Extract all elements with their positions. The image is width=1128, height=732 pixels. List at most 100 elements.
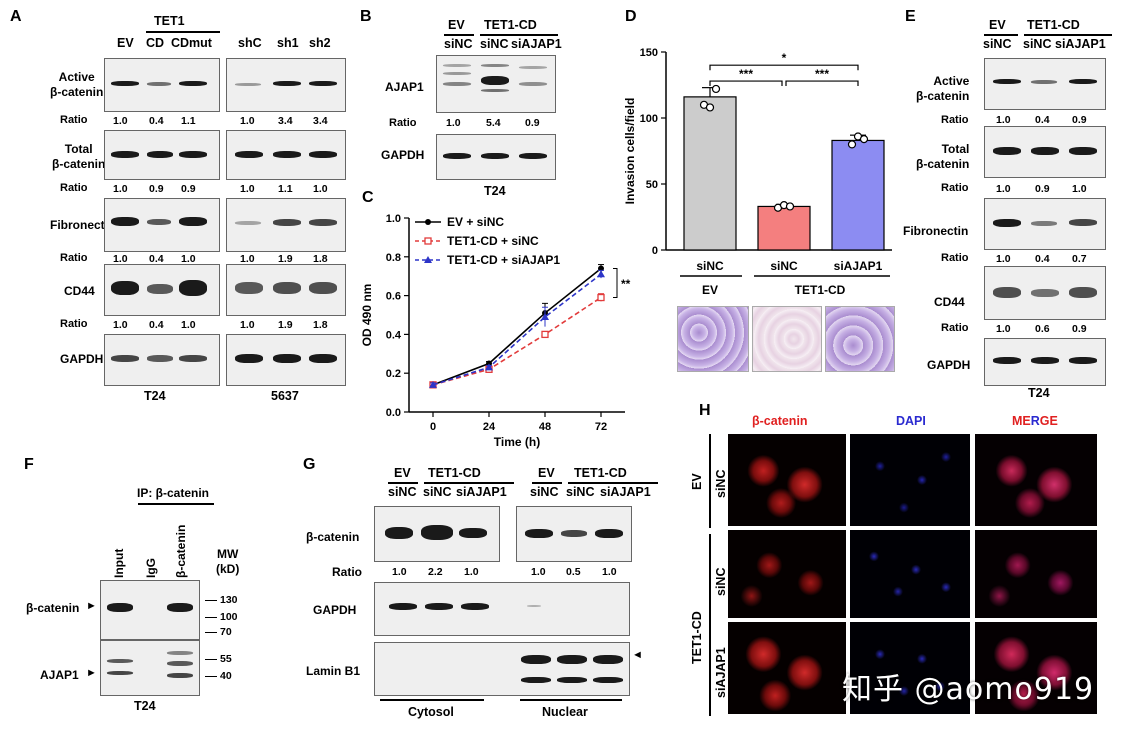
ratio-value: 0.4 (149, 253, 164, 265)
ratio-value: 1.0 (240, 183, 255, 195)
d-y-tick-label: 100 (640, 113, 658, 125)
c-x-label: Time (h) (494, 435, 540, 449)
mw-marker: 40 (220, 670, 232, 682)
c-y-tick-label: 0.2 (386, 368, 401, 380)
mw-marker: 100 (220, 611, 238, 623)
panel-e-row-label: Fibronectin (903, 224, 969, 238)
ratio-label: Ratio (941, 182, 969, 194)
panel-f-footer: T24 (134, 699, 156, 713)
panel-b-header-tet1cd: TET1-CD (484, 18, 537, 32)
ratio-value: 1.1 (181, 115, 196, 127)
panel-a-row-label: Fibronectin (50, 218, 116, 232)
ratio-value: 1.0 (113, 319, 128, 331)
panel-e-row-label: CD44 (934, 295, 965, 309)
c-data-point (485, 363, 493, 371)
ratio-value: 5.4 (486, 117, 501, 129)
panel-a-footer-5637: 5637 (271, 389, 299, 403)
c-legend-marker (424, 256, 432, 263)
ratio-label: Ratio (389, 117, 417, 129)
panel-a-footer-t24: T24 (144, 389, 166, 403)
d-data-point (711, 84, 721, 94)
ratio-value: 1.9 (278, 319, 293, 331)
ratio-value: 1.0 (996, 114, 1011, 126)
ratio-value: 1.0 (181, 253, 196, 265)
panel-c-chart: 0.0 0.2 0.4 0.6 0.8 1.0 0 24 48 72 Time (h) OD 490 … (360, 213, 631, 449)
d-y-tick-label: 50 (646, 179, 658, 191)
ratio-value: 3.4 (313, 115, 328, 127)
d-group-label: EV (702, 283, 718, 297)
c-series-line (432, 296, 602, 386)
ratio-value: 0.9 (149, 183, 164, 195)
ratio-value: 1.8 (313, 319, 328, 331)
blot-a-gapdh-5637 (226, 334, 346, 386)
ratio-label: Ratio (941, 252, 969, 264)
blot-a-fibronectin-t24 (104, 198, 220, 252)
panel-g-fraction-cytosol: Cytosol (408, 705, 454, 719)
panel-f-row-ajap1: AJAP1 (40, 668, 79, 682)
c-data-point (541, 330, 549, 339)
micrograph-tet1cd-siajap1-merge (975, 622, 1097, 714)
ratio-label: Ratio (941, 114, 969, 126)
panel-f-lane-input: Input (112, 548, 126, 578)
ratio-value: 1.0 (313, 183, 328, 195)
panel-b-footer: T24 (484, 184, 506, 198)
c-x-tick-label: 24 (483, 421, 496, 433)
panel-h-group-ev: EV (690, 473, 704, 490)
panel-f-mw-header: MW (kD) (216, 547, 240, 576)
panel-g-header: EV (538, 466, 555, 480)
c-x-tick-label: 72 (595, 421, 607, 433)
panel-h-col-merge: MERGE (1012, 414, 1058, 428)
ratio-value: 1.9 (278, 253, 293, 265)
blot-a-gapdh-t24 (104, 334, 220, 386)
ratio-label: Ratio (941, 322, 969, 334)
panel-h-row: siNC (714, 469, 728, 498)
micrograph-ev-sinc-dapi (850, 434, 970, 526)
invasion-image-tet1cd-sinc (752, 306, 822, 372)
ratio-value: 1.0 (392, 566, 407, 578)
blot-e-total (984, 126, 1106, 178)
ratio-value: 1.0 (531, 566, 546, 578)
panel-g-sub: siAJAP1 (456, 485, 507, 499)
micrograph-tet1cd-siajap1-bcatenin (728, 622, 846, 714)
blot-f-bcatenin (100, 580, 200, 640)
panel-h-group-tet1cd: TET1-CD (690, 611, 704, 664)
panel-e-row-label: Active β-catenin (916, 74, 970, 103)
panel-g-sub: siNC (423, 485, 452, 499)
d-bar (831, 139, 885, 251)
panel-e-letter: E (905, 8, 916, 25)
panel-a-row-label: CD44 (64, 284, 95, 298)
blot-a-active-t24 (104, 58, 220, 112)
c-y-tick-label: 0.6 (386, 291, 401, 303)
panel-g-sub: siAJAP1 (600, 485, 651, 499)
blot-a-cd44-5637 (226, 264, 346, 316)
panel-b-row-ajap1: AJAP1 (385, 80, 424, 94)
d-bar (757, 205, 811, 251)
c-x-tick-label: 48 (539, 421, 551, 433)
blot-f-ajap1 (100, 640, 200, 696)
c-series-line (432, 267, 602, 386)
panel-f-lane-bcatenin: β-catenin (174, 524, 188, 578)
blot-e-active (984, 58, 1106, 110)
d-significance-bracket (709, 64, 859, 71)
panel-a-row-label: GAPDH (60, 352, 104, 366)
panel-h-row: siAJAP1 (714, 647, 728, 698)
mw-marker: 55 (220, 653, 232, 665)
watermark: 知乎 @aomo919 (842, 672, 1095, 707)
ratio-value: 1.0 (1072, 183, 1087, 195)
d-significance-bracket (709, 80, 783, 87)
panel-b-sub: siAJAP1 (511, 37, 562, 51)
panel-b-letter: B (360, 8, 372, 25)
panel-g-fraction-nuclear: Nuclear (542, 705, 588, 719)
mw-marker: 130 (220, 594, 238, 606)
d-data-point (785, 202, 795, 211)
ratio-value: 1.0 (240, 115, 255, 127)
ratio-value: 1.0 (602, 566, 617, 578)
ratio-value: 0.9 (525, 117, 540, 129)
panel-e-sub: siAJAP1 (1055, 37, 1106, 51)
c-data-point (429, 380, 437, 388)
panel-f-lane-igg: IgG (144, 558, 158, 578)
c-series-line (432, 273, 602, 386)
d-category-label: siNC (770, 259, 798, 273)
panel-a-col-shc: shC (238, 36, 262, 50)
panel-e-row-label: GAPDH (927, 358, 971, 372)
